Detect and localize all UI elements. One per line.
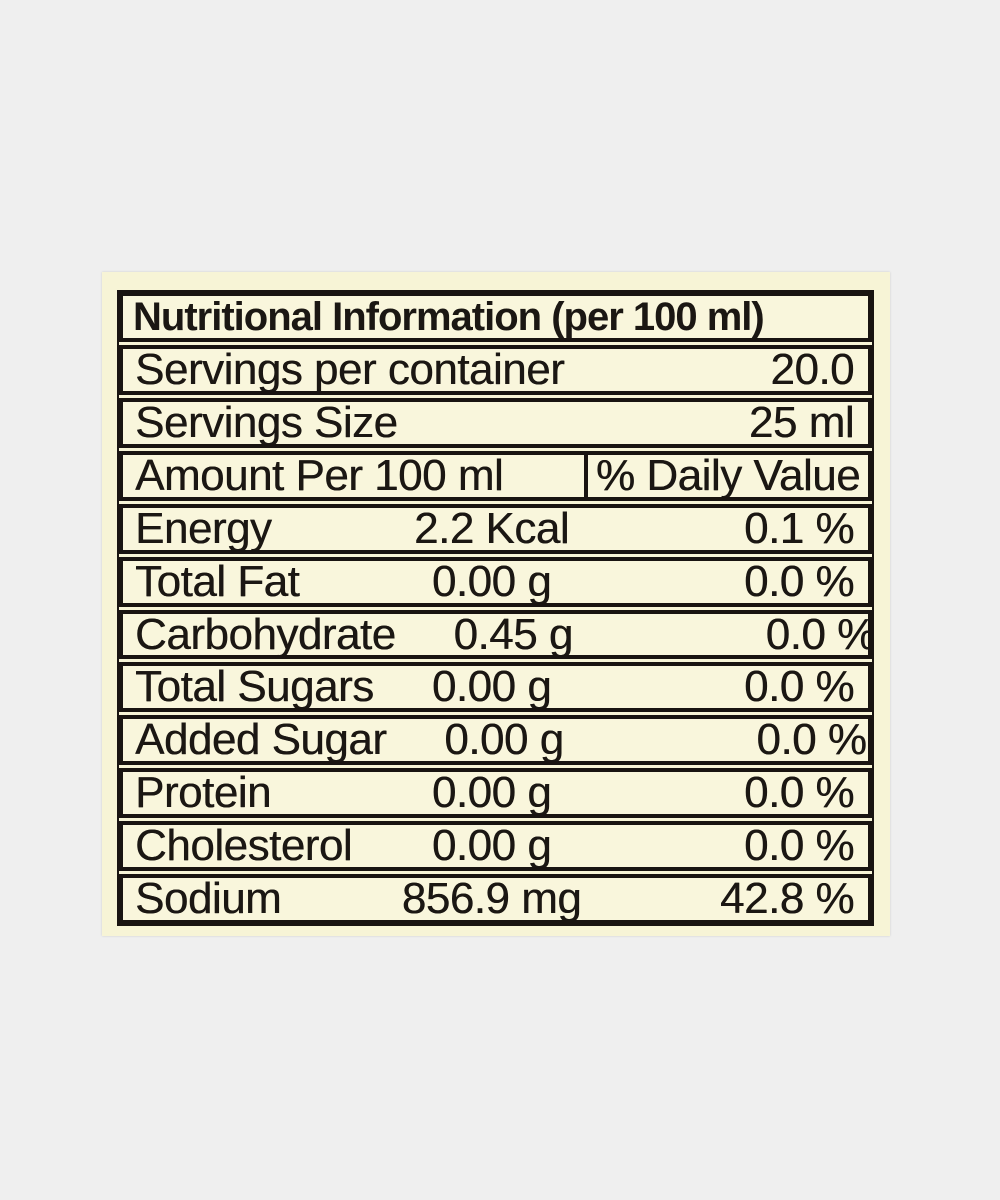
nutrient-row-carbohydrate: Carbohydrate 0.45 g 0.0 %	[119, 609, 872, 660]
servings-per-container-label: Servings per container	[135, 344, 565, 394]
daily-value-column-header: % Daily Value	[595, 450, 861, 500]
nutrient-amount: 0.00 g	[444, 715, 564, 765]
nutrition-label: Nutritional Information (per 100 ml) Ser…	[102, 272, 890, 936]
nutrient-amount: 0.45 g	[453, 609, 573, 659]
nutrient-amount: 0.00 g	[431, 768, 552, 818]
servings-size-row: Servings Size 25 ml	[119, 397, 872, 448]
nutrition-table-title: Nutritional Information (per 100 ml)	[133, 294, 765, 339]
servings-per-container-value: 20.0	[770, 344, 854, 394]
nutrient-amount: 0.00 g	[431, 662, 552, 712]
nutrient-name: Energy	[135, 503, 272, 553]
nutrient-row-energy: Energy 2.2 Kcal 0.1 %	[119, 503, 872, 554]
nutrient-name: Added Sugar	[135, 715, 387, 765]
servings-per-container-row: Servings per container 20.0	[119, 344, 872, 395]
servings-size-value: 25 ml	[748, 397, 855, 447]
nutrient-percent: 0.0 %	[743, 768, 855, 818]
nutrient-row-added-sugar: Added Sugar 0.00 g 0.0 %	[119, 715, 872, 766]
nutrient-percent: 0.0 %	[765, 609, 872, 659]
nutrient-amount: 2.2 Kcal	[414, 503, 569, 553]
nutrient-row-protein: Protein 0.00 g 0.0 %	[119, 768, 872, 819]
nutrient-name: Total Sugars	[135, 662, 374, 712]
nutrient-percent: 42.8 %	[720, 874, 854, 924]
nutrient-percent: 0.0 %	[743, 821, 855, 871]
nutrient-amount: 0.00 g	[431, 556, 552, 606]
nutrient-name: Sodium	[135, 874, 282, 924]
servings-size-label: Servings Size	[135, 397, 398, 447]
nutrient-name: Total Fat	[135, 556, 300, 606]
column-header-row: Amount Per 100 ml % Daily Value	[119, 450, 872, 501]
nutrient-row-sodium: Sodium 856.9 mg 42.8 %	[119, 874, 872, 925]
nutrient-name: Cholesterol	[135, 821, 353, 871]
nutrient-percent: 0.0 %	[743, 556, 855, 606]
nutrition-table-title-row: Nutritional Information (per 100 ml)	[119, 292, 872, 342]
nutrient-row-total-sugars: Total Sugars 0.00 g 0.0 %	[119, 662, 872, 713]
nutrient-amount: 0.00 g	[431, 821, 552, 871]
nutrient-percent: 0.0 %	[743, 662, 855, 712]
amount-column-header: Amount Per 100 ml	[123, 455, 588, 497]
nutrient-row-cholesterol: Cholesterol 0.00 g 0.0 %	[119, 821, 872, 872]
nutrient-percent: 0.1 %	[743, 503, 855, 553]
nutrient-row-total-fat: Total Fat 0.00 g 0.0 %	[119, 556, 872, 607]
nutrient-name: Protein	[135, 768, 271, 818]
nutrient-percent: 0.0 %	[756, 715, 867, 765]
nutrient-amount: 856.9 mg	[401, 874, 582, 924]
nutrition-table: Nutritional Information (per 100 ml) Ser…	[117, 290, 874, 926]
nutrient-name: Carbohydrate	[135, 609, 396, 659]
